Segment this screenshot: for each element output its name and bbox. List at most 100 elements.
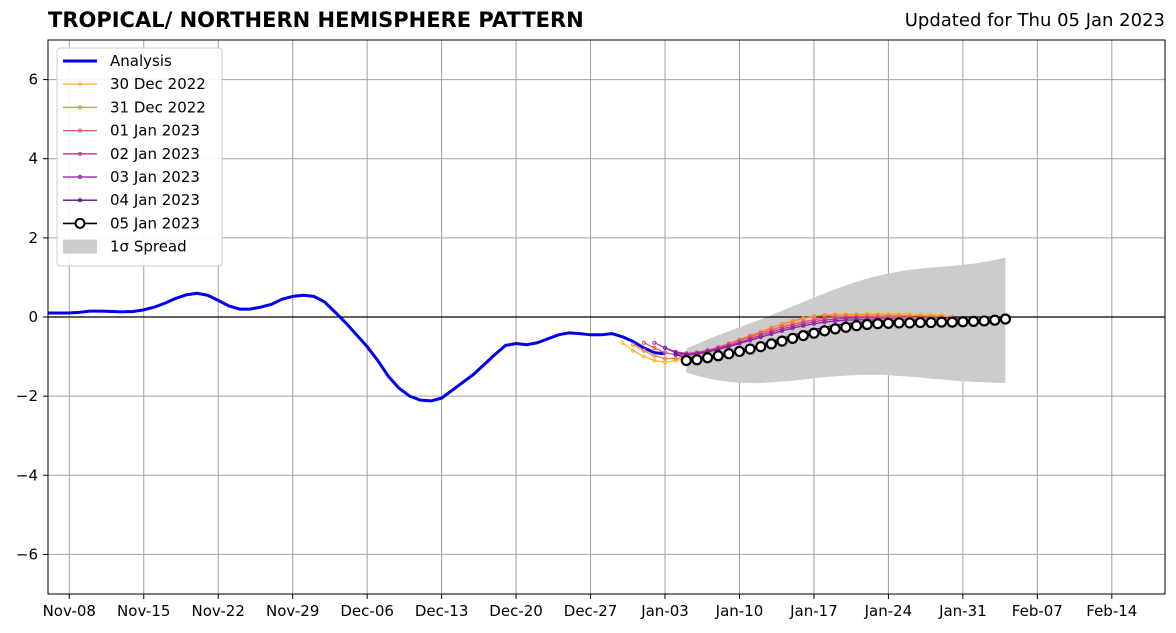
legend: Analysis 30 Dec 2022 31 Dec 2022 01 Jan 202…	[56, 47, 223, 267]
forecast-point	[701, 352, 714, 364]
forecast-point	[797, 329, 809, 342]
forecast-point	[737, 341, 742, 346]
legend-box	[56, 47, 223, 267]
x-tick-label: Jan-10	[715, 602, 764, 620]
forecast-point	[787, 332, 799, 344]
x-tick-label: Nov-15	[117, 602, 170, 620]
legend-marker	[77, 105, 83, 110]
x-tick-label: Jan-03	[640, 602, 689, 620]
forecast-point	[652, 340, 657, 345]
legend-item: 04 Jan 2023	[63, 191, 200, 209]
forecast-point	[765, 338, 777, 350]
x-tick-label: Dec-20	[489, 602, 543, 620]
forecast-point	[744, 343, 756, 355]
y-tick-label: 0	[28, 308, 38, 326]
forecast-point	[641, 348, 646, 353]
legend-item: Analysis	[63, 52, 172, 70]
analysis-line	[48, 291, 666, 403]
forecast-point	[769, 325, 774, 330]
legend-marker	[77, 151, 83, 156]
legend-item: 02 Jan 2023	[63, 145, 200, 163]
forecast-point	[652, 353, 657, 358]
legend-label: Analysis	[110, 52, 172, 70]
forecast-series	[620, 311, 1012, 367]
forecast-point	[893, 317, 905, 329]
forecast-point	[925, 316, 937, 329]
forecast-point	[989, 314, 1001, 326]
forecast-point	[840, 321, 852, 333]
legend-item: 03 Jan 2023	[63, 168, 200, 186]
legend-label: 05 Jan 2023	[110, 214, 200, 232]
forecast-point	[758, 335, 763, 340]
forecast-point	[957, 316, 969, 328]
forecast-point	[630, 348, 636, 353]
forecast-point	[673, 352, 678, 357]
y-tick-label: −2	[16, 387, 38, 405]
forecast-point	[872, 318, 884, 330]
forecast-series-6	[680, 313, 1012, 367]
x-tick-label: Jan-17	[789, 602, 838, 620]
y-tick-label: −6	[16, 545, 38, 563]
legend-item: 30 Dec 2022	[63, 75, 206, 93]
x-tick-label: Dec-27	[564, 602, 618, 620]
forecast-point	[790, 325, 795, 331]
legend-marker	[74, 217, 86, 229]
legend-label: 30 Dec 2022	[110, 75, 206, 93]
y-tick-label: −4	[16, 466, 38, 484]
legend-marker	[77, 82, 83, 87]
forecast-point	[620, 340, 625, 345]
legend-label: 31 Dec 2022	[110, 98, 206, 116]
legend-item: 05 Jan 2023	[63, 214, 200, 232]
y-axis-ticks: −6 −4 −2 0 2 4 6	[16, 71, 48, 563]
forecast-point	[641, 340, 646, 345]
forecast-point	[662, 345, 668, 350]
forecast-point	[662, 356, 668, 361]
x-tick-label: Feb-07	[1012, 602, 1063, 620]
forecast-point	[914, 316, 926, 329]
forecast-point	[811, 321, 817, 326]
forecast-point	[641, 354, 646, 359]
forecast-point	[662, 350, 668, 355]
legend-label: 04 Jan 2023	[110, 191, 200, 209]
y-tick-label: 4	[28, 150, 38, 168]
forecast-point	[946, 316, 958, 328]
chart-title: TROPICAL/ NORTHERN HEMISPHERE PATTERN	[48, 8, 584, 32]
analysis-series	[48, 291, 666, 403]
legend-item: 31 Dec 2022	[63, 98, 206, 116]
y-tick-label: 2	[28, 229, 38, 247]
legend-swatch	[63, 239, 97, 254]
legend-marker	[77, 174, 83, 180]
forecast-point	[652, 345, 657, 350]
forecast-point	[691, 354, 703, 366]
forecast-point	[882, 317, 895, 329]
x-tick-label: Dec-13	[415, 602, 469, 620]
forecast-point	[818, 325, 831, 337]
legend-label: 1σ Spread	[110, 238, 187, 256]
forecast-point	[652, 358, 657, 363]
legend-marker	[77, 198, 83, 203]
forecast-point	[673, 356, 678, 361]
forecast-point	[822, 320, 827, 325]
forecast-point	[833, 318, 838, 324]
x-tick-label: Dec-06	[340, 602, 394, 620]
forecast-point	[904, 317, 916, 329]
forecast-point	[935, 316, 948, 328]
forecast-point	[967, 315, 980, 327]
forecast-point	[769, 331, 774, 337]
x-tick-label: Nov-22	[192, 602, 245, 620]
forecast-point	[999, 313, 1012, 325]
forecast-point	[850, 320, 863, 332]
forecast-point	[662, 360, 668, 365]
forecast-point	[733, 345, 746, 358]
legend-item: 01 Jan 2023	[63, 122, 200, 140]
y-tick-label: 6	[28, 71, 38, 89]
forecast-point	[779, 328, 785, 333]
legend-label: 03 Jan 2023	[110, 168, 200, 186]
x-axis-ticks: Nov-08 Nov-15 Nov-22 Nov-29 Dec-06 Dec-13 Dec-…	[43, 594, 1137, 620]
forecast-point	[680, 354, 692, 367]
forecast-point	[808, 327, 820, 339]
x-tick-label: Jan-24	[864, 602, 913, 620]
x-tick-label: Nov-29	[266, 602, 319, 620]
legend-marker	[77, 128, 83, 133]
